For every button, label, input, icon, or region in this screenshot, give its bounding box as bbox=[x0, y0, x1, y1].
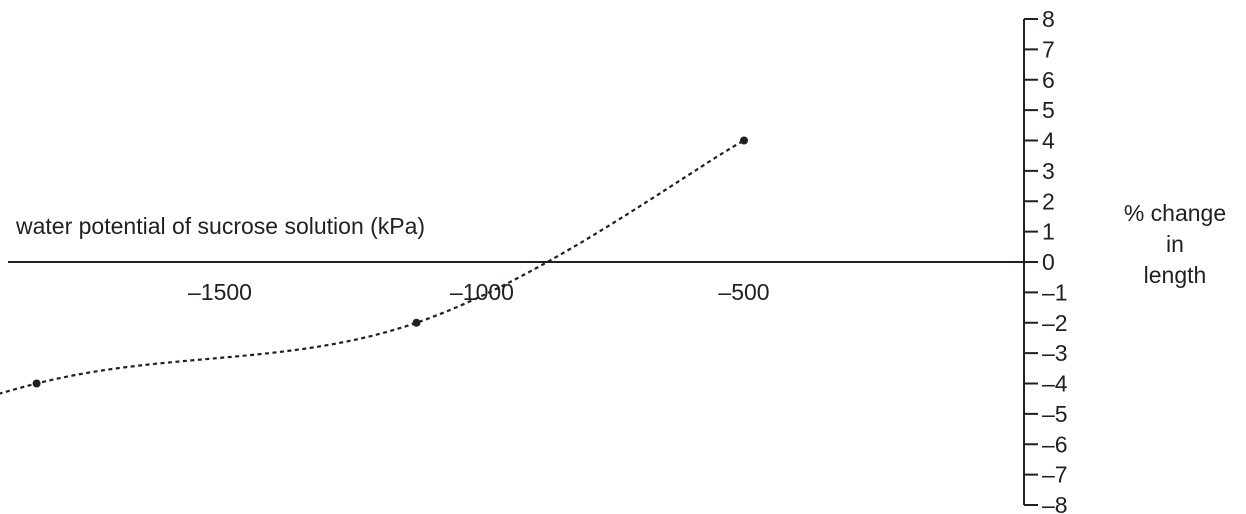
x-tick-label: –1000 bbox=[450, 279, 514, 305]
y-tick-label: –5 bbox=[1042, 401, 1068, 427]
y-tick-label: 7 bbox=[1042, 36, 1055, 62]
data-point bbox=[740, 136, 748, 145]
y-axis-title-line-1: % change bbox=[1124, 200, 1226, 226]
plot-area bbox=[0, 136, 748, 395]
y-tick-label: 6 bbox=[1042, 67, 1055, 93]
y-tick-label: –8 bbox=[1042, 492, 1068, 514]
data-point bbox=[32, 379, 41, 388]
x-tick-label: –500 bbox=[718, 279, 769, 305]
y-tick-label: 8 bbox=[1042, 6, 1055, 32]
data-point bbox=[412, 318, 421, 327]
y-tick-label: 4 bbox=[1042, 128, 1055, 154]
y-axis-title-line-2: in bbox=[1166, 231, 1184, 257]
y-tick-label: –1 bbox=[1042, 279, 1068, 305]
x-tick-label: –1500 bbox=[188, 279, 252, 305]
y-tick-label: –4 bbox=[1042, 371, 1068, 397]
y-axis: 8 7 6 5 4 3 2 1 0 –1 –2 –3 –4 –5 –6 –7 –8 bbox=[1023, 6, 1068, 514]
series-line bbox=[0, 139, 745, 395]
y-tick-label: –3 bbox=[1042, 340, 1068, 366]
y-tick-label: –7 bbox=[1042, 462, 1068, 488]
x-axis-title: water potential of sucrose solution (kPa… bbox=[15, 213, 425, 239]
y-tick-label: –6 bbox=[1042, 431, 1068, 457]
y-tick-label: 3 bbox=[1042, 158, 1055, 184]
y-tick-label: 2 bbox=[1042, 188, 1055, 214]
y-axis-title: % change in length bbox=[1124, 200, 1226, 288]
y-tick-label: 5 bbox=[1042, 97, 1055, 123]
y-tick-label: 1 bbox=[1042, 219, 1055, 245]
y-axis-title-line-3: length bbox=[1144, 262, 1207, 288]
y-tick-label: –2 bbox=[1042, 310, 1068, 336]
y-tick-label: 0 bbox=[1042, 249, 1055, 275]
